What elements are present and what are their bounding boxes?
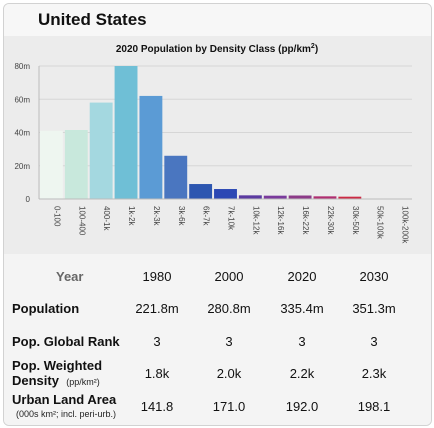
land-area-2020: 192.0 <box>285 399 319 414</box>
country-title: United States <box>38 10 147 29</box>
rank-2030: 3 <box>370 334 378 349</box>
year-2000: 2000 <box>214 269 244 284</box>
population-2000: 280.8m <box>207 301 251 316</box>
bar-22k-30k[interactable] <box>313 196 337 199</box>
bar-16k-22k[interactable] <box>288 195 312 199</box>
x-tick-label: 6k-7k <box>202 206 211 227</box>
x-tick-label: 50k-100k <box>376 206 385 240</box>
x-tick-label: 0-100 <box>52 206 61 227</box>
bar-2k-3k[interactable] <box>139 95 163 199</box>
y-axis: 0 20m 40m 60m 80m <box>14 62 40 204</box>
population-2030: 351.3m <box>352 301 396 316</box>
density-2000: 2.0k <box>216 366 242 381</box>
x-tick-label: 30k-50k <box>351 206 360 235</box>
x-tick-label: 1k-2k <box>127 206 136 227</box>
row-label-urban-land-area: Urban Land Area <box>12 392 117 407</box>
row-label-global-rank: Pop. Global Rank <box>12 334 120 349</box>
chart-panel: 2020 Population by Density Class (pp/km2… <box>4 36 431 254</box>
y-tick-label: 40m <box>14 129 30 138</box>
x-tick-label: 2k-3k <box>152 206 161 227</box>
x-tick-label: 3k-6k <box>177 206 186 227</box>
row-label-population: Population <box>12 301 80 316</box>
year-header: Year <box>56 269 84 284</box>
row-label-weighted-density: Pop. Weighted <box>12 358 103 373</box>
rank-2020: 3 <box>298 334 306 349</box>
x-tick-label: 100-400 <box>77 206 86 236</box>
x-tick-label: 10k-12k <box>251 206 260 235</box>
x-tick-label: 16k-22k <box>301 206 310 235</box>
x-axis: 0-100 100-400 400-1k 1k-2k 2k-3k 3k-6k 6k-7k 7k… <box>39 198 412 244</box>
bar-12k-16k[interactable] <box>263 195 287 199</box>
x-tick-label: 12k-16k <box>276 206 285 235</box>
year-1980: 1980 <box>142 269 172 284</box>
y-tick-label: 20m <box>14 162 30 171</box>
y-tick-label: 0 <box>26 195 31 204</box>
row-label-urban-land-unit: (000s km²; incl. peri-urb.) <box>16 409 117 419</box>
bar-100-400[interactable] <box>64 130 88 199</box>
bar-10k-12k[interactable] <box>238 195 262 199</box>
bar-0-100[interactable] <box>39 130 63 199</box>
population-2020: 335.4m <box>280 301 324 316</box>
rank-1980: 3 <box>153 334 161 349</box>
land-area-1980: 141.8 <box>140 399 174 414</box>
row-label-density-text: Density <box>12 373 59 388</box>
chart-bars <box>39 66 412 200</box>
density-1980: 1.8k <box>144 366 170 381</box>
bar-1k-2k[interactable] <box>114 66 138 199</box>
bar-400-1k[interactable] <box>89 102 113 199</box>
land-area-2030: 198.1 <box>357 399 391 414</box>
row-label-density: Density (pp/km²) <box>12 373 100 388</box>
y-tick-label: 80m <box>14 62 30 71</box>
x-tick-label: 7k-10k <box>227 206 236 231</box>
bar-3k-6k[interactable] <box>164 155 188 199</box>
x-tick-label: 100k-200k <box>401 206 410 244</box>
population-1980: 221.8m <box>135 301 179 316</box>
density-chart: 2020 Population by Density Class (pp/km2… <box>14 43 412 244</box>
density-2030: 2.3k <box>361 366 387 381</box>
x-tick-label: 22k-30k <box>326 206 335 235</box>
stats-table: Year 1980 2000 2020 2030 Population 221.… <box>4 254 431 425</box>
year-2020: 2020 <box>287 269 317 284</box>
country-card: United States 2020 Population by Density… <box>3 3 432 426</box>
bar-30k-50k[interactable] <box>338 196 362 199</box>
land-area-2000: 171.0 <box>212 399 246 414</box>
y-tick-label: 60m <box>14 95 30 104</box>
bar-6k-7k[interactable] <box>189 184 213 199</box>
row-label-density-unit: (pp/km²) <box>66 377 100 387</box>
density-2020: 2.2k <box>289 366 315 381</box>
year-2030: 2030 <box>359 269 389 284</box>
x-tick-label: 400-1k <box>102 206 111 231</box>
bar-7k-10k[interactable] <box>214 189 237 199</box>
rank-2000: 3 <box>225 334 233 349</box>
chart-title: 2020 Population by Density Class (pp/km2… <box>116 43 318 55</box>
card-header: United States <box>4 4 431 36</box>
